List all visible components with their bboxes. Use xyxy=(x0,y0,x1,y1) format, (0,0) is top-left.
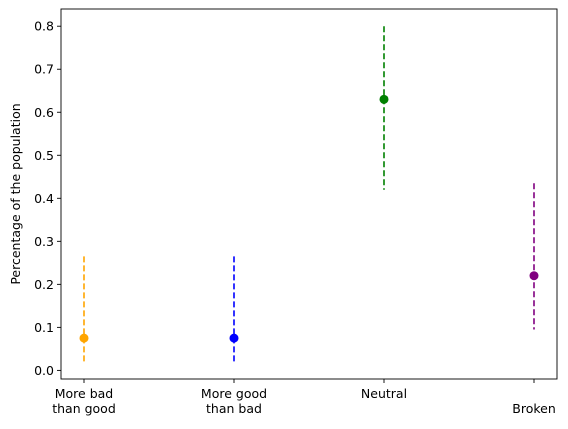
y-axis-label: Percentage of the population xyxy=(8,103,23,284)
y-tick-label: 0.8 xyxy=(34,19,54,34)
y-tick-label: 0.1 xyxy=(34,320,54,335)
y-tick-label: 0.7 xyxy=(34,62,54,77)
x-tick-label: Broken xyxy=(512,401,556,416)
plot-area xyxy=(61,9,557,379)
x-tick-label: More bad xyxy=(55,386,114,401)
data-point xyxy=(379,94,389,104)
x-tick-label: than good xyxy=(52,401,116,416)
data-point xyxy=(79,333,89,343)
x-tick-label: Neutral xyxy=(361,386,407,401)
x-tick-label: More good xyxy=(201,386,267,401)
y-tick-label: 0.6 xyxy=(34,105,54,120)
y-tick-label: 0.0 xyxy=(34,363,54,378)
plot-frame xyxy=(60,8,558,380)
chart-marks xyxy=(79,26,539,362)
data-point xyxy=(229,333,239,343)
x-tick-label: than bad xyxy=(206,401,262,416)
y-tick-label: 0.3 xyxy=(34,234,54,249)
data-point xyxy=(529,271,539,281)
y-axis: 0.0 0.1 0.2 0.3 0.4 0.5 0.6 0.7 0.8 xyxy=(34,19,61,378)
y-tick-label: 0.5 xyxy=(34,148,54,163)
y-tick-label: 0.2 xyxy=(34,277,54,292)
y-tick-label: 0.4 xyxy=(34,191,54,206)
